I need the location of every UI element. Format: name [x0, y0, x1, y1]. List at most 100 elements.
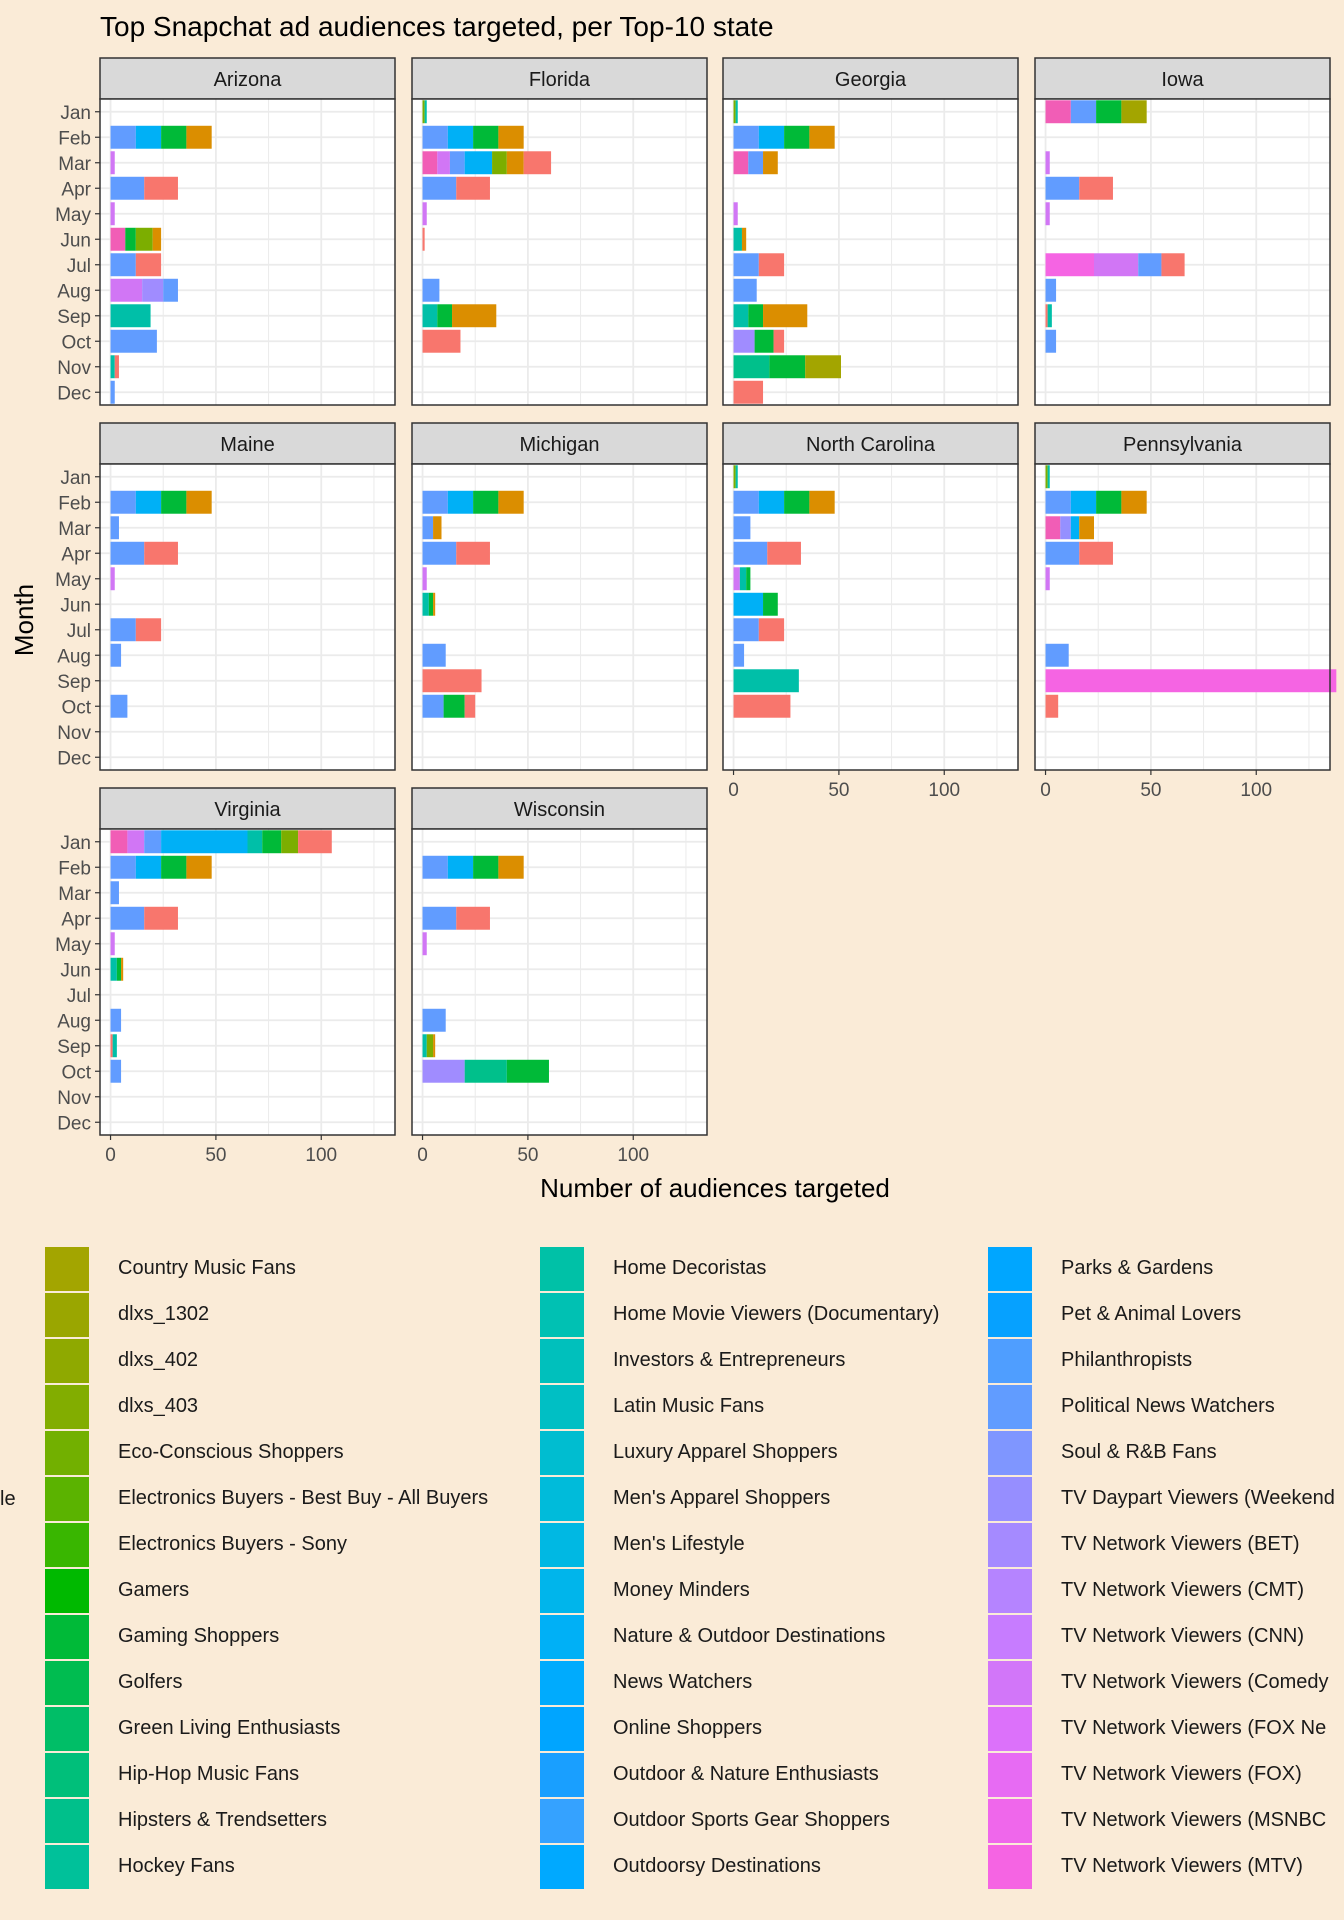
bar-segment	[464, 151, 493, 175]
legend-key	[45, 1799, 89, 1843]
y-tick-label: Jul	[67, 621, 91, 642]
bar-segment	[110, 1008, 122, 1032]
legend-key	[45, 1615, 89, 1659]
bar-segment	[110, 151, 115, 175]
x-axis-title: Number of audiences targeted	[540, 1173, 890, 1203]
legend-key	[45, 1523, 89, 1567]
legend-key	[540, 1477, 584, 1521]
legend-key	[988, 1799, 1032, 1843]
legend-label: Soul & R&B Fans	[1061, 1441, 1217, 1463]
bar-segment	[161, 125, 187, 149]
bar-segment	[144, 541, 178, 565]
y-tick-label: Feb	[58, 493, 91, 514]
bar-segment	[784, 125, 810, 149]
bar-segment	[121, 957, 124, 981]
legend-label: Gaming Shoppers	[118, 1625, 280, 1647]
legend-label: Political News Watchers	[1061, 1395, 1275, 1417]
y-tick-label: Sep	[57, 1037, 91, 1058]
panel-border	[722, 98, 1019, 406]
bar-segment	[473, 125, 499, 149]
bar-segment	[422, 278, 440, 302]
bar-segment	[144, 830, 162, 854]
bar-segment	[422, 202, 427, 226]
chart-title: Top Snapchat ad audiences targeted, per …	[100, 11, 774, 42]
legend-key	[45, 1661, 89, 1705]
bar-segment	[433, 516, 442, 540]
bar-segment	[247, 830, 263, 854]
bar-segment	[422, 932, 427, 956]
legend-key	[45, 1845, 89, 1889]
legend-label: Online Shoppers	[613, 1717, 762, 1739]
x-tick-label: 100	[305, 1145, 337, 1166]
bar-segment	[110, 176, 145, 200]
legend-label: Home Decoristas	[613, 1257, 767, 1279]
bar-segment	[114, 355, 119, 379]
bar-segment	[758, 618, 785, 642]
legend-label: Home Movie Viewers (Documentary)	[613, 1303, 940, 1325]
bar-segment	[769, 355, 806, 379]
y-tick-label: Feb	[58, 128, 91, 149]
facet-strip	[99, 422, 396, 465]
x-tick-label: 0	[1040, 780, 1051, 801]
bar-segment	[1121, 100, 1147, 124]
bar-segment	[464, 1059, 507, 1083]
facet-strip	[99, 787, 396, 830]
y-tick-label: Apr	[61, 544, 91, 565]
bar-segment	[110, 957, 117, 981]
legend-key	[45, 1707, 89, 1751]
y-tick-label: Jun	[60, 230, 91, 251]
bar-segment	[1161, 253, 1185, 277]
bar-segment	[422, 176, 457, 200]
y-tick-label: May	[55, 935, 91, 956]
bar-segment	[443, 694, 465, 718]
legend-key	[45, 1293, 89, 1337]
legend-key	[540, 1523, 584, 1567]
legend-label: Men's Apparel Shoppers	[613, 1487, 831, 1509]
bar-segment	[523, 151, 552, 175]
bar-segment	[1045, 151, 1050, 175]
y-tick-label: Aug	[57, 646, 91, 667]
x-tick-label: 50	[205, 1145, 226, 1166]
bar-segment	[422, 694, 444, 718]
bar-segment	[473, 490, 499, 514]
bar-segment	[163, 278, 178, 302]
bar-segment	[1096, 100, 1122, 124]
bar-segment	[110, 643, 122, 667]
bar-segment	[125, 227, 136, 251]
x-tick-label: 50	[828, 780, 849, 801]
bar-segment	[447, 125, 474, 149]
bar-segment	[135, 855, 162, 879]
bar-segment	[748, 151, 764, 175]
bar-segment	[135, 227, 153, 251]
bar-segment	[741, 227, 747, 251]
bar-segment	[110, 618, 136, 642]
facet-label: Florida	[529, 69, 591, 91]
legend-key	[988, 1385, 1032, 1429]
legend-label: TV Network Viewers (FOX Ne	[1061, 1717, 1327, 1739]
bar-segment	[1138, 253, 1162, 277]
bar-segment	[422, 906, 457, 930]
panel-border	[411, 98, 708, 406]
bar-segment	[298, 830, 332, 854]
bar-segment	[422, 855, 448, 879]
legend-key	[45, 1753, 89, 1797]
bar-segment	[1045, 304, 1048, 328]
legend-label: TV Network Viewers (FOX)	[1061, 1763, 1302, 1785]
panel-background	[100, 829, 395, 1135]
legend-label: Eco-Conscious Shoppers	[118, 1441, 344, 1463]
bar-segment	[506, 1059, 549, 1083]
bar-segment	[110, 202, 115, 226]
bar-segment	[735, 465, 738, 489]
bar-segment	[748, 304, 764, 328]
y-tick-label: Mar	[58, 519, 91, 540]
legend-label: Philanthropists	[1061, 1349, 1193, 1371]
bar-segment	[422, 592, 429, 616]
legend-key	[540, 1615, 584, 1659]
bar-segment	[498, 855, 524, 879]
legend-key	[988, 1293, 1032, 1337]
bar-segment	[161, 490, 187, 514]
legend-key	[988, 1477, 1032, 1521]
y-axis-title: Month	[9, 584, 39, 656]
bar-segment	[422, 1008, 446, 1032]
bar-segment	[733, 151, 749, 175]
